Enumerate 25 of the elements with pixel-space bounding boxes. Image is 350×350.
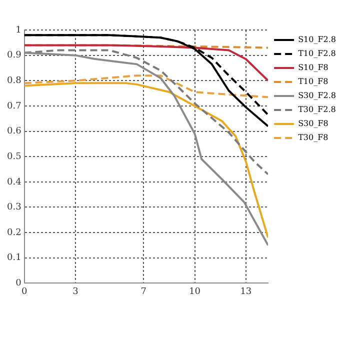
line-series bbox=[24, 74, 268, 98]
line-series bbox=[24, 49, 268, 176]
x-tick-label: 7 bbox=[140, 286, 147, 297]
legend-label: T30_F8 bbox=[298, 133, 328, 142]
x-tick-label: 13 bbox=[240, 286, 252, 297]
y-tick-label: 0.3 bbox=[6, 202, 22, 213]
x-tick-label: 3 bbox=[72, 286, 79, 297]
legend-label: T10_F2.8 bbox=[298, 49, 336, 58]
legend-label: T10_F8 bbox=[298, 77, 328, 86]
y-tick-label: 0 bbox=[16, 278, 22, 289]
y-tick-label: 0.1 bbox=[6, 253, 22, 264]
legend-label: T30_F2.8 bbox=[298, 105, 336, 114]
y-tick-label: 1 bbox=[16, 25, 22, 36]
y-tick-label: 0.2 bbox=[6, 228, 22, 238]
y-tick-label: 0.5 bbox=[6, 152, 22, 162]
legend-label: S30_F8 bbox=[298, 119, 328, 128]
y-tick-label: 0.7 bbox=[6, 101, 22, 112]
y-tick-label: 0.4 bbox=[6, 177, 22, 188]
legend-label: S30_F2.8 bbox=[298, 91, 336, 100]
y-tick-label: 0.6 bbox=[6, 126, 22, 137]
x-tick-label: 10 bbox=[189, 286, 201, 297]
y-tick-label: 0.9 bbox=[6, 50, 22, 61]
legend-label: S10_F2.8 bbox=[298, 35, 336, 44]
legend-label: S10_F8 bbox=[298, 63, 328, 72]
y-tick-label: 0.8 bbox=[6, 76, 22, 86]
